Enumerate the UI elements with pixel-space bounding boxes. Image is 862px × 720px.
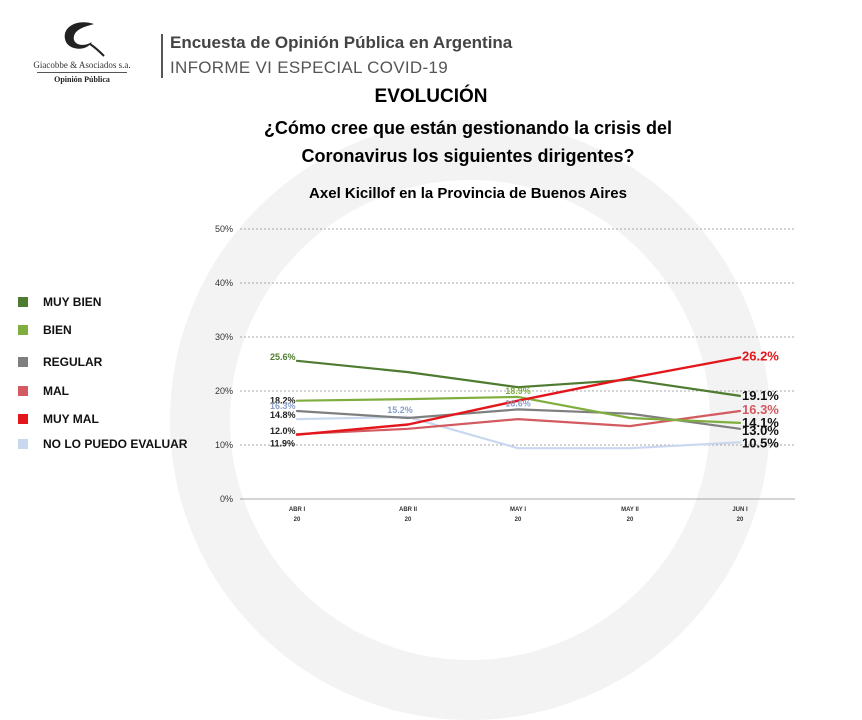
data-label: 26.2% [742,349,779,364]
legend-swatch [18,325,28,335]
data-label: 18.2% [270,396,296,406]
series-line-muy-bien [295,359,742,397]
x-tick-label: JUN I [732,507,748,513]
series-line-bien [295,395,742,424]
legend-label: MUY BIEN [43,295,102,309]
company-logo: Giacobbe & Asociados s.a. Opinión Públic… [22,18,142,98]
x-tick-label-year: 20 [627,517,634,523]
y-tick-label: 10% [215,440,233,450]
data-label: 16.6% [505,398,531,408]
data-label: 10.5% [742,435,779,450]
data-label: 16.3% [270,401,296,411]
report-subtitle: INFORME VI ESPECIAL COVID-19 [170,58,448,77]
data-label: 11.9% [270,439,295,449]
question-line-1: ¿Cómo cree que están gestionando la cris… [263,118,673,138]
x-tick-label: MAY I [510,507,526,513]
logo-mark-icon [64,22,105,57]
question-line-2: Coronavirus los siguientes dirigentes? [301,146,635,166]
y-tick-label: 20% [215,386,233,396]
x-tick-label: MAY II [621,507,639,513]
x-tick-label: ABR II [399,507,417,513]
data-label: 18.9% [505,386,531,396]
y-tick-label: 0% [220,494,233,504]
header-divider [161,34,163,78]
data-label: 19.1% [742,388,779,403]
company-name: Giacobbe & Asociados s.a. [33,60,131,70]
series-line-mal [295,409,742,436]
data-label: 16.3% [742,402,779,417]
y-tick-label: 40% [215,278,233,288]
data-label: 25.6% [270,352,296,362]
x-tick-label-year: 20 [405,517,412,523]
report-title: Encuesta de Opinión Pública en Argentina [170,33,513,52]
chart-title: EVOLUCIÓN [374,86,488,107]
legend-swatch [18,386,28,396]
legend-label: REGULAR [43,355,103,369]
logo-divider [37,72,127,73]
legend-swatch [18,439,28,449]
legend-label: MUY MAL [43,412,99,426]
x-tick-label-year: 20 [294,517,301,523]
legend-swatch [18,297,28,307]
legend-swatch [18,414,28,424]
y-tick-label: 30% [215,332,233,342]
line-chart: 0% 10% 20% 30% 40% 50% ABR I 20 ABR II 20 MAY I 20 M… [215,224,795,523]
chart-subtitle: Axel Kicillof en la Provincia de Buenos … [309,185,627,202]
series-line-no-lo-puedo-evaluar [295,415,742,450]
data-label: 15.2% [387,405,413,415]
legend-label: NO LO PUEDO EVALUAR [43,437,188,451]
legend-label: MAL [43,384,69,398]
data-label: 13.0% [742,423,779,438]
data-label: 12.0% [270,426,296,436]
company-subtitle: Opinión Pública [54,75,110,84]
x-tick-label-year: 20 [737,517,744,523]
y-tick-label: 50% [215,224,233,234]
legend-label: BIEN [43,323,72,337]
x-tick-label: ABR I [289,507,306,513]
series-line-muy-mal [295,356,742,436]
x-tick-label-year: 20 [515,517,522,523]
data-label: 14.1% [742,415,779,430]
legend-swatch [18,357,28,367]
data-label: 14.8% [270,410,296,420]
